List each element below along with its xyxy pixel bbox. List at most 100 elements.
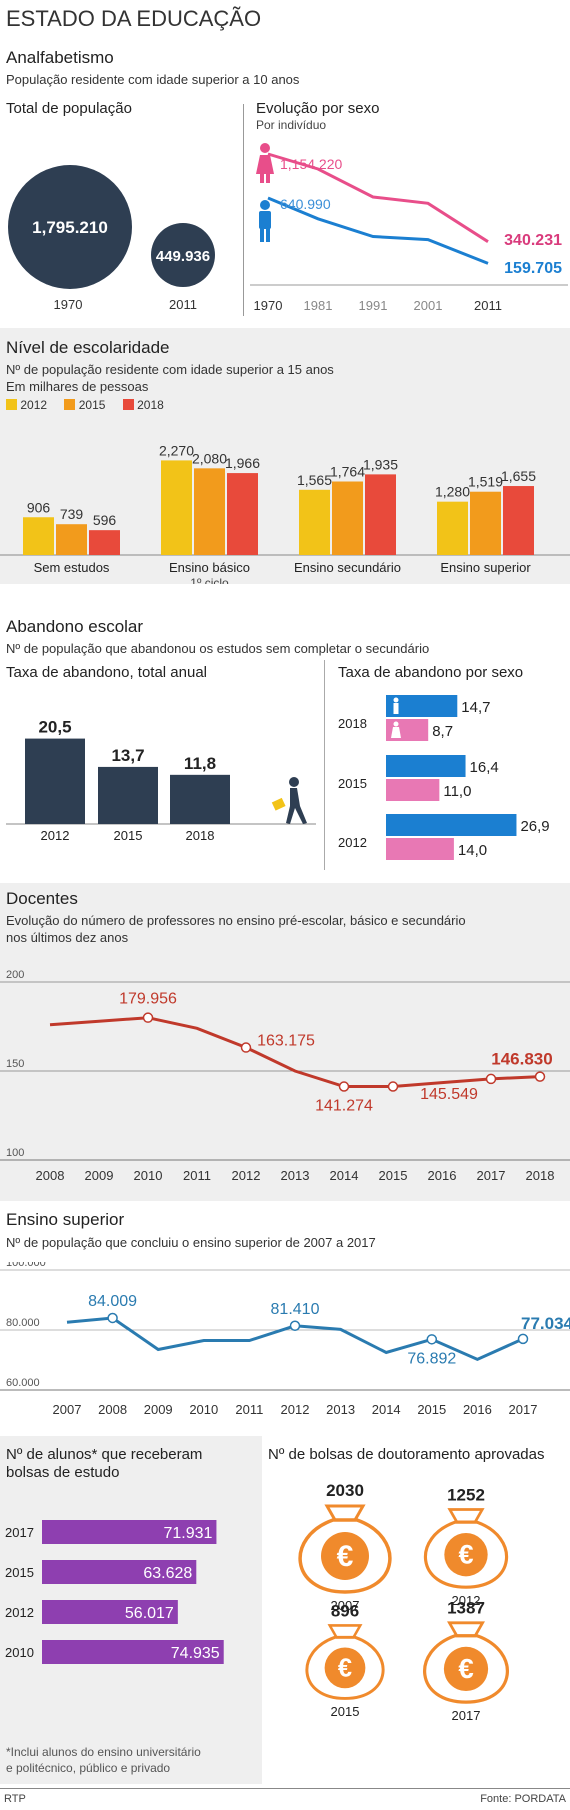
money-bag-coin <box>444 1532 488 1577</box>
docentes-y-tick: 200 <box>6 970 24 981</box>
abandono-sexo-bar <box>386 779 440 801</box>
abandono-bar-label: 13,7 <box>111 746 144 765</box>
abandono-sexo-label: 16,4 <box>470 759 499 776</box>
legend-swatch-2018 <box>122 399 134 410</box>
bolsas-bar-label: 71.931 <box>163 1525 212 1542</box>
abandono-sexo-year: 2018 <box>338 716 367 731</box>
category-label: Ensino secundário <box>294 560 401 575</box>
bar-2015-3 <box>470 491 501 555</box>
legend-2018: 2018 <box>137 398 164 412</box>
docentes-x-tick: 2013 <box>281 1168 310 1183</box>
footer-rule <box>0 1788 570 1789</box>
abandono-sexo-title: Taxa de abandono por sexo <box>338 664 524 681</box>
euro-symbol: € <box>458 1539 473 1570</box>
bolsas-bar-2010 <box>42 1640 224 1664</box>
bolsas-estudo-title-2: bolsas de estudo <box>6 1464 120 1481</box>
superior-x-tick: 2007 <box>53 1402 82 1417</box>
money-bag-coin <box>443 1646 489 1692</box>
superior-x-tick: 2009 <box>144 1402 173 1417</box>
docentes-point-2017 <box>485 1073 497 1085</box>
abandono-sexo-label: 26,9 <box>520 818 549 835</box>
bolsas-bar-2017 <box>42 1520 217 1544</box>
superior-point-2015 <box>426 1334 438 1345</box>
abandono-sexo-label: 14,7 <box>461 699 490 716</box>
bar-2018-3 <box>503 486 534 555</box>
bag-year-label: 2017 <box>452 1708 481 1723</box>
bolsas-bar-2012 <box>42 1600 178 1624</box>
superior-x-tick: 2014 <box>372 1402 401 1417</box>
superior-point-label: 76.892 <box>407 1350 456 1367</box>
bar-label: 1,764 <box>330 464 365 480</box>
bolsas-doutoramento-title: Nº de bolsas de doutoramento aprovadas <box>268 1446 545 1463</box>
bar-label: 1,935 <box>363 456 398 472</box>
bolsas-year-label: 2012 <box>5 1605 34 1620</box>
abandono-year-label: 2012 <box>41 828 70 843</box>
docentes-title: Docentes <box>6 889 78 908</box>
abandono-sexo-bar <box>386 814 517 836</box>
abandono-bar-2018 <box>170 774 230 824</box>
walking-student-icon <box>271 777 307 824</box>
euro-symbol: € <box>338 1654 352 1682</box>
legend-swatch-2015 <box>64 399 76 410</box>
bolsas-bar-2015 <box>42 1560 197 1584</box>
docentes-point-2018 <box>534 1071 546 1082</box>
bar-label: 906 <box>27 499 51 515</box>
label-female-end: 340.231 <box>504 232 562 249</box>
docentes-x-tick: 2015 <box>379 1168 408 1183</box>
bar-2012-0 <box>23 517 54 555</box>
bag-year-label: 2015 <box>331 1704 360 1719</box>
abandono-title: Abandono escolar <box>6 617 144 636</box>
female-icon <box>256 143 274 183</box>
female-mini-icon <box>393 721 399 727</box>
superior-x-tick: 2011 <box>235 1402 263 1417</box>
analfabetismo-subtitle: População residente com idade superior a… <box>6 72 300 87</box>
abandono-sexo-bar <box>386 838 454 860</box>
bolsas-year-label: 2017 <box>5 1525 34 1540</box>
bar-2018-0 <box>89 530 120 555</box>
escolaridade-legend: 2012 2015 2018 <box>6 398 164 412</box>
label-female-start: 1,154.220 <box>280 156 342 172</box>
docentes-x-tick: 2012 <box>232 1168 261 1183</box>
populacao-bubble-chart: 1,795.210 449.936 1970 2011 <box>8 165 215 312</box>
docentes-point-label: 179.956 <box>119 991 177 1008</box>
money-bag-neck <box>324 1504 366 1522</box>
docentes-x-tick: 2008 <box>36 1168 65 1183</box>
bolsas-year-label: 2010 <box>5 1645 34 1660</box>
sexo-x-tick: 1991 <box>359 298 388 313</box>
bar-2018-2 <box>365 474 396 555</box>
docentes-point-2012 <box>240 1042 252 1053</box>
evolucao-sexo-title: Evolução por sexo <box>256 100 380 117</box>
category-label: Ensino superior <box>440 560 531 575</box>
superior-point-2008 <box>107 1312 118 1324</box>
category-sublabel: 1º ciclo <box>190 576 229 584</box>
docentes-x-tick: 2011 <box>183 1168 211 1183</box>
bar-label: 1,280 <box>435 484 470 500</box>
bag-year-label: 2007 <box>331 1598 360 1613</box>
docentes-subtitle-2: nos últimos dez anos <box>6 930 129 945</box>
bubble-1970 <box>8 165 132 289</box>
sexo-x-tick: 1970 <box>254 298 283 313</box>
sexo-x-tick: 2001 <box>414 298 443 313</box>
bag-value-label: 1252 <box>447 1485 485 1504</box>
money-bag-neck <box>447 1621 485 1638</box>
bolsas-footnote-1: *Inclui alunos do ensino universitário <box>6 1745 201 1759</box>
bar-2015-1 <box>194 468 225 555</box>
docentes-x-tick: 2017 <box>477 1168 506 1183</box>
docentes-x-tick: 2016 <box>428 1168 457 1183</box>
label-male-start: 640.990 <box>280 196 331 212</box>
docentes-point-label: 163.175 <box>257 1033 315 1050</box>
money-bag-icon: € <box>423 1508 509 1589</box>
abandono-sexo-label: 11,0 <box>443 783 471 800</box>
superior-point-2017 <box>517 1333 529 1345</box>
total-populacao-title: Total de população <box>6 100 132 117</box>
docentes-x-tick: 2009 <box>85 1168 114 1183</box>
superior-x-tick: 2010 <box>189 1402 218 1417</box>
docentes-x-tick: 2018 <box>526 1168 555 1183</box>
bar-2012-2 <box>299 489 330 555</box>
legend-2012: 2012 <box>20 398 48 412</box>
abandono-sexo-label: 14,0 <box>458 842 487 859</box>
abandono-bar-label: 20,5 <box>38 718 71 737</box>
bolsas-bar-label: 63.628 <box>143 1565 192 1582</box>
bubble-year-2011: 2011 <box>169 297 197 312</box>
